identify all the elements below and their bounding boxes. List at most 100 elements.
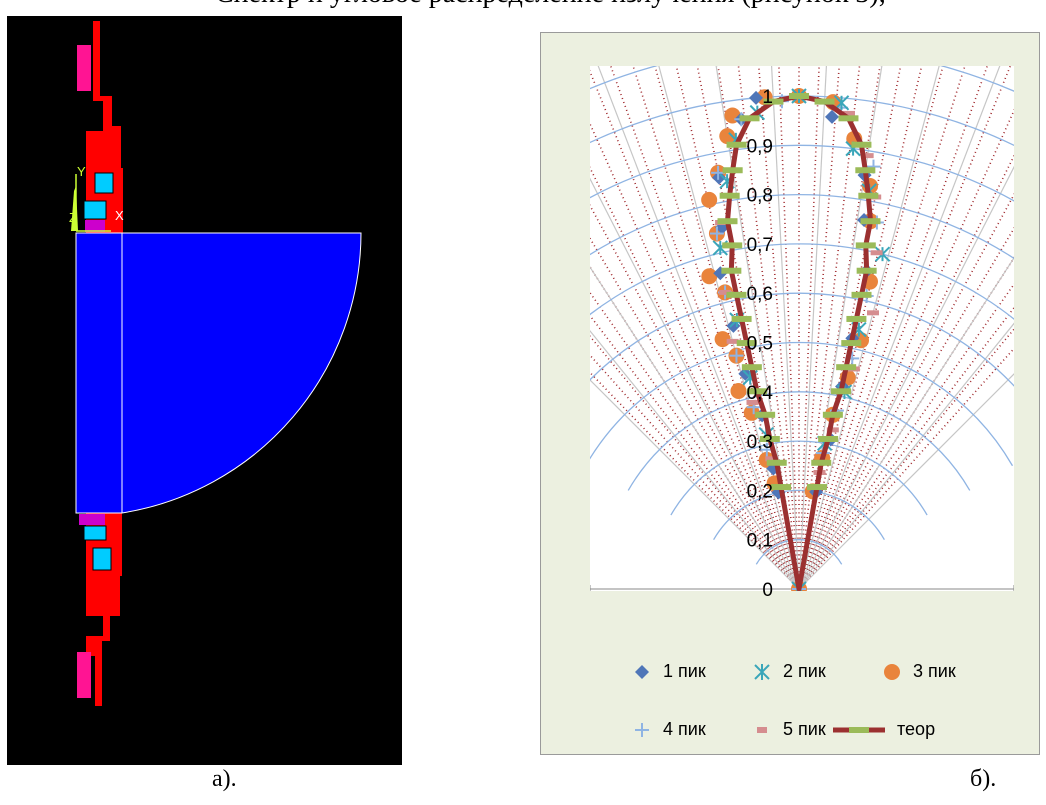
theory-marker	[855, 167, 876, 174]
legend-label: 5 пик	[783, 719, 826, 739]
grid-arc	[590, 193, 1014, 260]
theory-marker	[746, 388, 767, 395]
grid-arc	[590, 292, 1014, 387]
theory-marker	[766, 459, 787, 466]
r-tick-label: 0,7	[747, 235, 773, 256]
legend-bar	[849, 727, 869, 734]
ring-top-2	[83, 200, 107, 220]
dotted-radial	[675, 66, 800, 590]
theory-marker	[741, 364, 762, 371]
grid-radial	[770, 66, 800, 590]
theory-marker	[726, 291, 747, 298]
dotted-radial	[632, 66, 800, 590]
theory-marker	[822, 411, 843, 418]
dotted-radial	[798, 66, 923, 590]
model-drawing: Y X Z	[69, 21, 362, 706]
series-theory	[717, 93, 881, 591]
dotted-radial	[654, 66, 800, 590]
dotted-radial	[609, 66, 800, 590]
model-figure: Y X Z	[7, 16, 402, 765]
point-circle	[714, 331, 731, 348]
grid-radial	[798, 322, 1014, 590]
grid-radial	[798, 66, 828, 590]
point-diamond	[713, 266, 728, 281]
theory-marker	[841, 340, 862, 347]
grid-radial	[590, 266, 800, 590]
triad-label-z: Z	[69, 210, 77, 225]
grid-radial	[597, 66, 800, 590]
theory-marker	[860, 218, 881, 225]
ring-bottom-2	[92, 547, 112, 571]
grid-radial	[590, 329, 800, 590]
pad-top	[85, 220, 105, 232]
pad-bottom	[79, 514, 105, 525]
theory-marker	[811, 459, 832, 466]
legend-circle	[884, 664, 900, 681]
r-tick-label: 0,8	[747, 186, 773, 207]
insulator-bottom	[77, 652, 91, 698]
legend-marker-asterisk-icon	[754, 664, 770, 681]
theory-marker	[719, 192, 740, 199]
theory-marker	[771, 484, 792, 491]
triad-label-y: Y	[77, 164, 86, 179]
legend-marker-line-with-bars-icon	[833, 727, 885, 734]
plot-area	[590, 66, 1014, 591]
legend-label: 3 пик	[913, 661, 956, 681]
theory-marker	[818, 435, 839, 442]
point-dash	[842, 110, 855, 116]
legend-label: 4 пик	[663, 719, 706, 739]
r-tick-label: 0,1	[747, 531, 773, 552]
legend-item: 5 пик	[753, 719, 826, 740]
triad-marker	[71, 186, 78, 231]
grid-arc	[590, 243, 1014, 320]
point-dash	[826, 427, 839, 433]
grid-arc	[670, 440, 928, 516]
point-diamond	[749, 90, 764, 105]
dotted-radial	[798, 66, 1012, 590]
theory-marker	[731, 315, 752, 322]
legend-diamond	[635, 665, 649, 680]
theory-marker	[838, 115, 859, 122]
legend-item: 4 пик	[633, 719, 706, 740]
theory-marker	[759, 435, 780, 442]
theory-marker	[814, 98, 835, 105]
theory-marker	[836, 364, 857, 371]
dotted-radial	[798, 66, 989, 590]
grid-arc	[713, 489, 885, 541]
theory-marker	[721, 267, 742, 274]
point-dash	[746, 399, 759, 405]
insulator-top	[77, 45, 91, 91]
theory-marker	[789, 93, 809, 99]
r-tick-label: 0,2	[747, 481, 773, 502]
r-tick-label: 0,9	[747, 136, 773, 157]
legend-marker-diamond-icon	[635, 665, 649, 680]
header-fragment-text: Спектр и угловое распределение излучения…	[215, 0, 886, 10]
r-tick-label: 0	[762, 580, 773, 601]
point-diamond	[825, 109, 840, 124]
point-circle	[730, 382, 747, 399]
point-circle	[701, 191, 718, 208]
point-circle	[701, 268, 718, 285]
legend-label: теор	[897, 719, 936, 739]
grid-radial	[798, 256, 1014, 590]
dotted-radial	[798, 66, 944, 590]
theory-marker	[831, 388, 852, 395]
point-circle	[719, 128, 736, 145]
point-dash	[867, 310, 880, 316]
r-tick-label: 0,3	[747, 432, 773, 453]
right-caption: б).	[970, 766, 997, 792]
theory-marker	[739, 115, 760, 122]
grid-radial	[798, 66, 1001, 590]
legend-item: 2 пик	[753, 661, 826, 682]
grid-arc	[755, 539, 843, 565]
theory-marker	[858, 192, 879, 199]
grid-radial	[798, 373, 1014, 590]
point-dash	[861, 153, 874, 159]
legend-item: теор	[833, 719, 935, 740]
legend-label: 2 пик	[783, 661, 826, 681]
point-dash	[870, 250, 883, 256]
plot-background	[590, 66, 1014, 591]
point-dash	[719, 289, 732, 295]
polar-chart-panel: 0 0,1 0,2 0,3 0,4 0,5 0,6 0,7 0,8 0,9 1 1 пик 2 пик…	[540, 32, 1040, 755]
grid-arc	[590, 341, 1014, 467]
